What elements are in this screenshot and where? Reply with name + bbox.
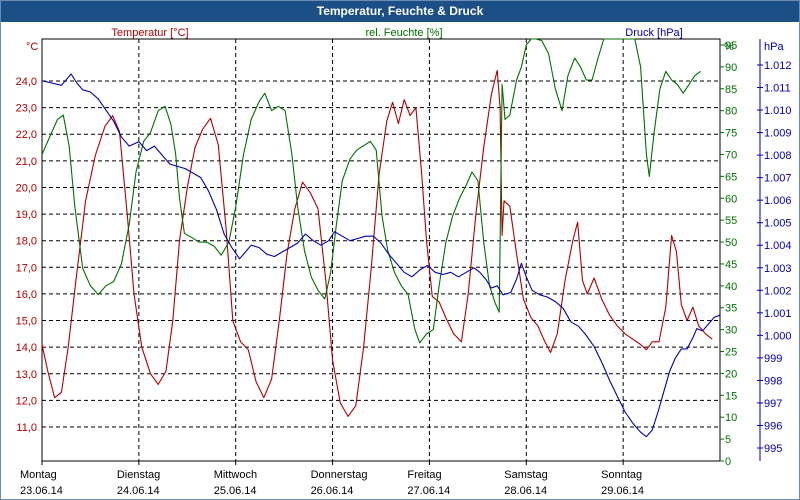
- window-title: Temperatur, Feuchte & Druck: [1, 1, 799, 22]
- day-name-label: Sonntag: [601, 469, 642, 481]
- temp-tick-label: 12,0: [16, 395, 37, 407]
- press-tick-label: 1.004: [764, 240, 792, 252]
- press-tick-label: 998: [764, 375, 782, 387]
- temp-tick-label: 21,0: [16, 156, 37, 168]
- press-tick-label: 1.008: [764, 150, 792, 162]
- day-date-label: 23.06.14: [20, 485, 63, 497]
- hum-tick-label: 70: [725, 149, 737, 161]
- hum-tick-label: 85: [725, 84, 737, 96]
- day-name-label: Samstag: [504, 469, 547, 481]
- temp-tick-label: 15,0: [16, 316, 37, 328]
- hum-tick-label: 90: [725, 62, 737, 74]
- press-tick-label: 1.000: [764, 330, 792, 342]
- press-tick-label: 1.009: [764, 128, 792, 140]
- hum-tick-label: 80: [725, 106, 737, 118]
- temp-tick-label: 13,0: [16, 369, 37, 381]
- day-date-label: 27.06.14: [407, 485, 450, 497]
- temp-tick-label: 19,0: [16, 209, 37, 221]
- hum-tick-label: 55: [725, 215, 737, 227]
- day-date-label: 28.06.14: [504, 485, 547, 497]
- hum-series-label: rel. Feuchte [%]: [365, 27, 442, 39]
- series-line-press: [41, 73, 721, 438]
- hum-tick-label: 30: [725, 325, 737, 337]
- press-tick-label: 1.012: [764, 60, 792, 72]
- press-tick-label: 1.003: [764, 263, 792, 275]
- day-name-label: Mittwoch: [214, 469, 257, 481]
- temp-tick-label: 18,0: [16, 236, 37, 248]
- press-series-label: Druck [hPa]: [625, 27, 682, 39]
- hum-tick-label: 20: [725, 368, 737, 380]
- press-tick-label: 997: [764, 398, 782, 410]
- day-name-label: Dienstag: [117, 469, 160, 481]
- temp-series-label: Temperatur [°C]: [111, 27, 188, 39]
- temp-tick-label: 24,0: [16, 76, 37, 88]
- press-tick-label: 995: [764, 443, 782, 455]
- hum-tick-label: 40: [725, 281, 737, 293]
- temp-tick-label: 23,0: [16, 103, 37, 115]
- temp-tick-label: 16,0: [16, 289, 37, 301]
- day-name-label: Montag: [20, 469, 57, 481]
- hum-tick-label: 75: [725, 128, 737, 140]
- day-date-label: 25.06.14: [214, 485, 257, 497]
- hum-tick-label: 95: [725, 40, 737, 52]
- series-line-temp: [41, 69, 713, 417]
- hum-tick-label: 65: [725, 171, 737, 183]
- hum-tick-label: 60: [725, 193, 737, 205]
- press-tick-label: 1.006: [764, 195, 792, 207]
- press-tick-label: 1.005: [764, 218, 792, 230]
- day-name-label: Donnerstag: [311, 469, 368, 481]
- temp-tick-label: 20,0: [16, 182, 37, 194]
- press-unit-label: hPa: [764, 41, 784, 53]
- temp-tick-label: 17,0: [16, 262, 37, 274]
- day-date-label: 24.06.14: [117, 485, 160, 497]
- press-tick-label: 1.011: [764, 83, 791, 95]
- press-tick-label: 999: [764, 353, 782, 365]
- plot-area: [41, 38, 721, 462]
- hum-tick-label: 10: [725, 412, 737, 424]
- temp-tick-label: 22,0: [16, 129, 37, 141]
- temp-tick-label: 11,0: [16, 422, 37, 434]
- day-name-label: Freitag: [407, 469, 441, 481]
- series-line-hum: [41, 38, 701, 344]
- hum-tick-label: 35: [725, 303, 737, 315]
- press-tick-label: 1.002: [764, 285, 792, 297]
- temp-tick-label: 14,0: [16, 342, 37, 354]
- hum-tick-label: 25: [725, 347, 737, 359]
- press-tick-label: 1.001: [764, 308, 792, 320]
- temp-unit-label: °C: [26, 41, 38, 53]
- hum-unit-label: %: [724, 41, 734, 53]
- day-date-label: 29.06.14: [601, 485, 644, 497]
- press-tick-label: 996: [764, 420, 782, 432]
- hum-tick-label: 50: [725, 237, 737, 249]
- hum-tick-label: 15: [725, 390, 737, 402]
- press-tick-label: 1.010: [764, 105, 792, 117]
- hum-tick-label: 0: [725, 456, 731, 468]
- press-tick-label: 1.007: [764, 173, 792, 185]
- hum-tick-label: 5: [725, 434, 731, 446]
- day-date-label: 26.06.14: [311, 485, 354, 497]
- hum-tick-label: 45: [725, 259, 737, 271]
